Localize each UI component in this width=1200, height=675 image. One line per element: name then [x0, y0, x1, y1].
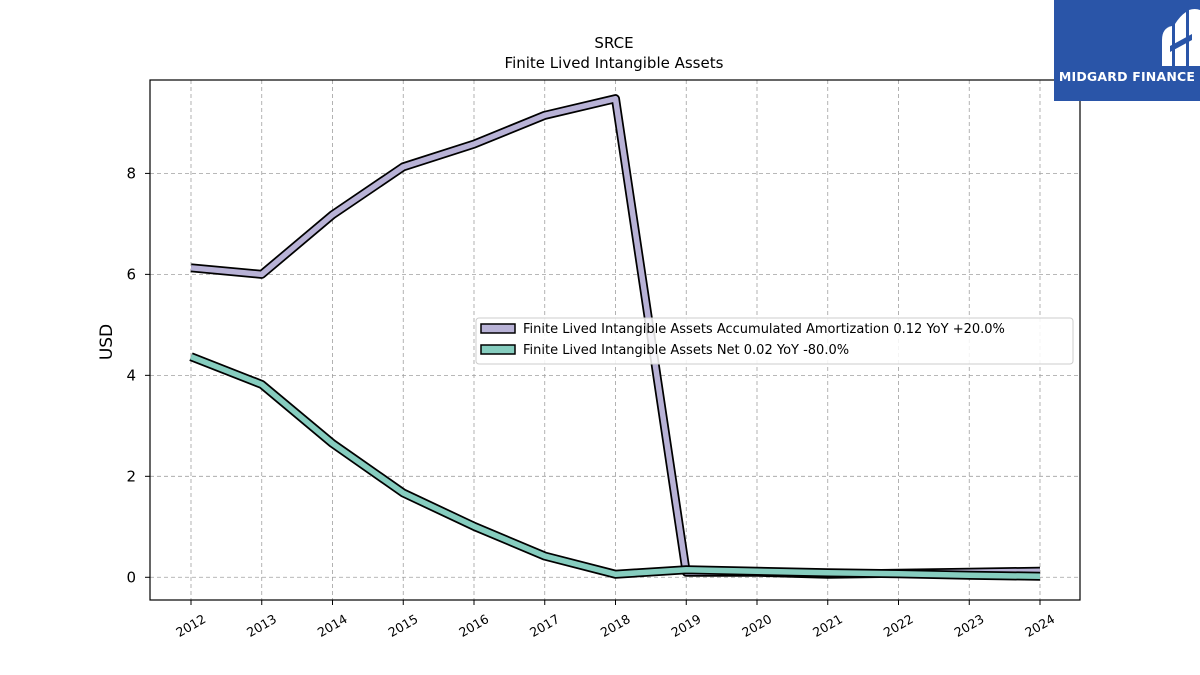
- chart-title: SRCE: [594, 34, 633, 52]
- x-tick-label: 2016: [456, 611, 491, 640]
- x-tick-label: 2013: [244, 611, 279, 640]
- x-tick-label: 2022: [881, 611, 916, 640]
- y-tick-label: 4: [126, 366, 136, 384]
- x-tick-label: 2019: [668, 611, 703, 640]
- x-tick-label: 2024: [1022, 611, 1057, 640]
- x-tick-label: 2023: [951, 611, 986, 640]
- legend-label: Finite Lived Intangible Assets Accumulat…: [523, 322, 1005, 337]
- legend-label: Finite Lived Intangible Assets Net 0.02 …: [523, 343, 849, 358]
- brand-name: MIDGARD FINANCE: [1058, 69, 1196, 84]
- y-tick-label: 2: [126, 467, 136, 485]
- y-axis-label: USD: [97, 324, 117, 360]
- series-lines: [189, 94, 1041, 581]
- brand-logo: MIDGARD FINANCE: [1054, 0, 1200, 101]
- x-tick-label: 2012: [173, 611, 208, 640]
- x-axis: 2012 2013 2014 2015 2016 2017 2018 2019 2020 2021…: [173, 600, 1057, 640]
- legend-swatch: [480, 344, 516, 355]
- midgard-logo-icon: [1162, 9, 1200, 66]
- x-tick-label: 2014: [315, 611, 350, 640]
- x-tick-label: 2017: [527, 611, 562, 640]
- x-tick-label: 2021: [810, 611, 845, 640]
- y-tick-label: 8: [126, 164, 136, 182]
- x-tick-label: 2015: [385, 611, 420, 640]
- y-axis: 0 2 4 6 8: [126, 164, 150, 586]
- y-tick-label: 0: [126, 568, 136, 586]
- y-tick-label: 6: [126, 265, 136, 283]
- legend: Finite Lived Intangible Assets Accumulat…: [475, 317, 1074, 365]
- series-line: [189, 354, 1041, 580]
- legend-swatch: [480, 323, 516, 334]
- x-tick-label: 2018: [598, 611, 633, 640]
- chart-subtitle: Finite Lived Intangible Assets: [505, 54, 724, 72]
- legend-box: [475, 317, 1074, 365]
- x-tick-label: 2020: [739, 611, 774, 640]
